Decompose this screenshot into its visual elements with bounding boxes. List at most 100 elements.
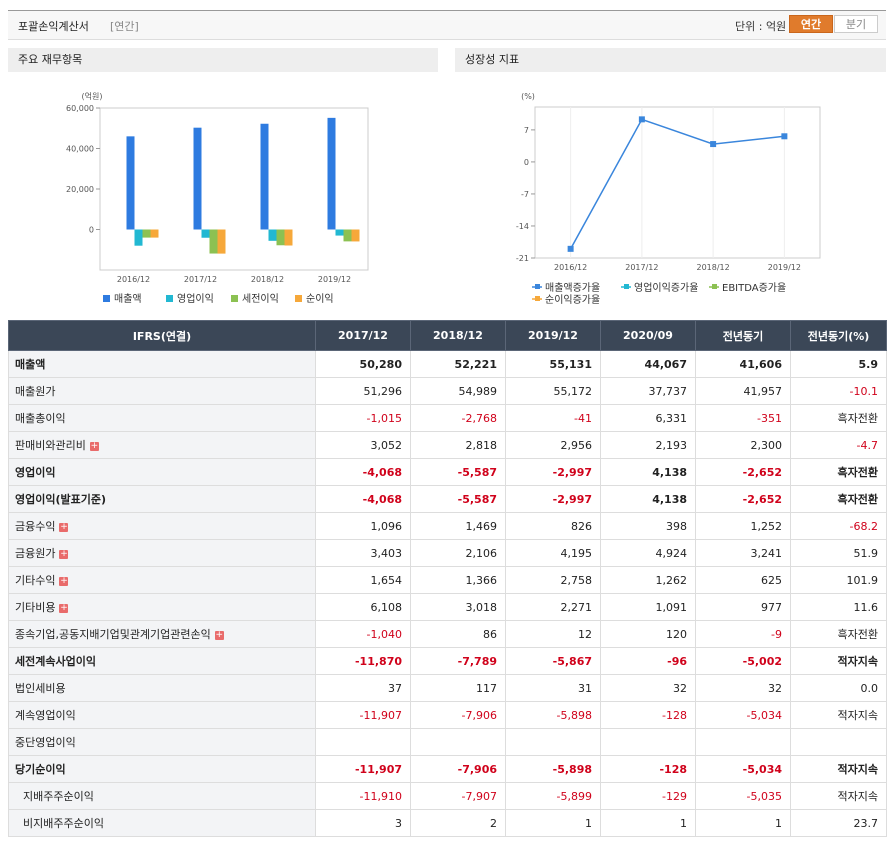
legend-swatch [103,295,110,302]
value-cell: 4,138 [600,458,696,486]
row-label: 세전계속사업이익 [15,655,96,668]
column-header: IFRS(연결) [8,320,316,351]
value-cell: 2,758 [505,566,601,594]
value-cell: 23.7 [790,809,887,837]
value-cell: 적자지속 [790,701,887,729]
value-cell: -7,906 [410,701,506,729]
bar [284,229,293,246]
expand-button[interactable]: + [214,629,224,640]
value-cell: 55,131 [505,350,601,378]
bar [217,229,226,254]
value-cell: 37,737 [600,377,696,405]
table-row: 판매비와관리비 +3,052 2,818 2,956 2,193 2,300 -4.7 [8,431,887,459]
value-cell: 1,091 [600,593,696,621]
value-cell: 44,067 [600,350,696,378]
legend-label: 영업이익증가율 [634,281,698,294]
row-label: 법인세비용 [15,682,66,695]
bar [343,229,352,242]
value-cell: 1,262 [600,566,696,594]
bar [142,229,151,238]
row-label: 지배주주순이익 [23,790,94,803]
row-label-cell: 매출원가 [8,377,316,405]
statement-title: 포괄손익계산서 [18,20,89,33]
y-tick-label: -7 [521,190,529,199]
bar [126,136,135,230]
expand-button[interactable]: + [59,521,69,532]
table-row: 영업이익 -4,068 -5,587 -2,997 4,138 -2,652 흑자전환 [8,458,887,486]
panel-title: 성장성 지표 [455,48,886,72]
value-cell: 32 [600,674,696,702]
row-label: 중단영업이익 [15,736,76,749]
value-cell: 826 [505,512,601,540]
value-cell: -5,035 [695,782,791,810]
value-cell: 977 [695,593,791,621]
value-cell [695,728,791,756]
value-cell: 1,096 [315,512,411,540]
value-cell: -351 [695,404,791,432]
row-label: 기타비용 [15,601,56,614]
row-label: 금융원가 [15,547,56,560]
value-cell: 3,018 [410,593,506,621]
expand-button[interactable]: + [59,575,69,586]
column-header: 2020/09 [600,320,696,351]
value-cell: 86 [410,620,506,648]
value-cell: 1 [695,809,791,837]
value-cell: 1,654 [315,566,411,594]
value-cell: 2,300 [695,431,791,459]
value-cell: 4,138 [600,485,696,513]
value-cell: -2,652 [695,458,791,486]
value-cell: 32 [695,674,791,702]
y-tick-label: 0 [89,226,94,235]
row-label: 기타수익 [15,574,56,587]
value-cell: -11,907 [315,701,411,729]
y-tick-label: 7 [524,126,529,135]
legend-marker [624,284,629,289]
value-cell [315,728,411,756]
value-cell: 흑자전환 [790,485,887,513]
tab-quarter[interactable]: 분기 [834,15,878,33]
expand-button[interactable]: + [59,548,69,559]
value-cell: -128 [600,701,696,729]
expand-button[interactable]: + [89,440,99,451]
expand-button[interactable]: + [59,602,69,613]
y-tick-label: 0 [524,158,529,167]
x-tick-label: 2016/12 [554,263,587,272]
table-row: 비지배주주순이익 3 2 1 1 1 23.7 [8,809,887,837]
column-header: 전년동기(%) [790,320,887,351]
bar [209,229,218,254]
row-label-cell: 종속기업,공동지배기업및관계기업관련손익 + [8,620,316,648]
legend-marker [712,284,717,289]
value-cell: -1,040 [315,620,411,648]
legend-label: 매출액증가율 [545,282,600,294]
value-cell: -7,906 [410,755,506,783]
value-cell: -4,068 [315,458,411,486]
x-tick-label: 2017/12 [184,275,217,284]
row-label-cell: 당기순이익 [8,755,316,783]
value-cell: -5,587 [410,458,506,486]
row-label: 영업이익(발표기준) [15,493,107,506]
value-cell: 54,989 [410,377,506,405]
value-cell: 51.9 [790,539,887,567]
legend-label: 영업이익 [177,292,214,305]
bar [260,123,269,230]
y-tick-label: 20,000 [66,185,94,194]
bar [335,229,344,236]
plot-area [534,106,821,259]
table-row: 계속영업이익 -11,907 -7,906 -5,898 -128 -5,034 적자지속 [8,701,887,729]
bar [268,229,277,241]
table-row: 세전계속사업이익 -11,870 -7,789 -5,867 -96 -5,002 적자지속 [8,647,887,675]
value-cell [410,728,506,756]
tab-annual[interactable]: 연간 [789,15,833,33]
point-marker [781,133,788,140]
value-cell: -5,898 [505,701,601,729]
row-label-cell: 판매비와관리비 + [8,431,316,459]
value-cell: -68.2 [790,512,887,540]
x-tick-label: 2016/12 [117,275,150,284]
value-cell: 52,221 [410,350,506,378]
value-cell: 398 [600,512,696,540]
value-cell: 55,172 [505,377,601,405]
legend-swatch [295,295,302,302]
value-cell: 2,818 [410,431,506,459]
column-header: 2017/12 [315,320,411,351]
